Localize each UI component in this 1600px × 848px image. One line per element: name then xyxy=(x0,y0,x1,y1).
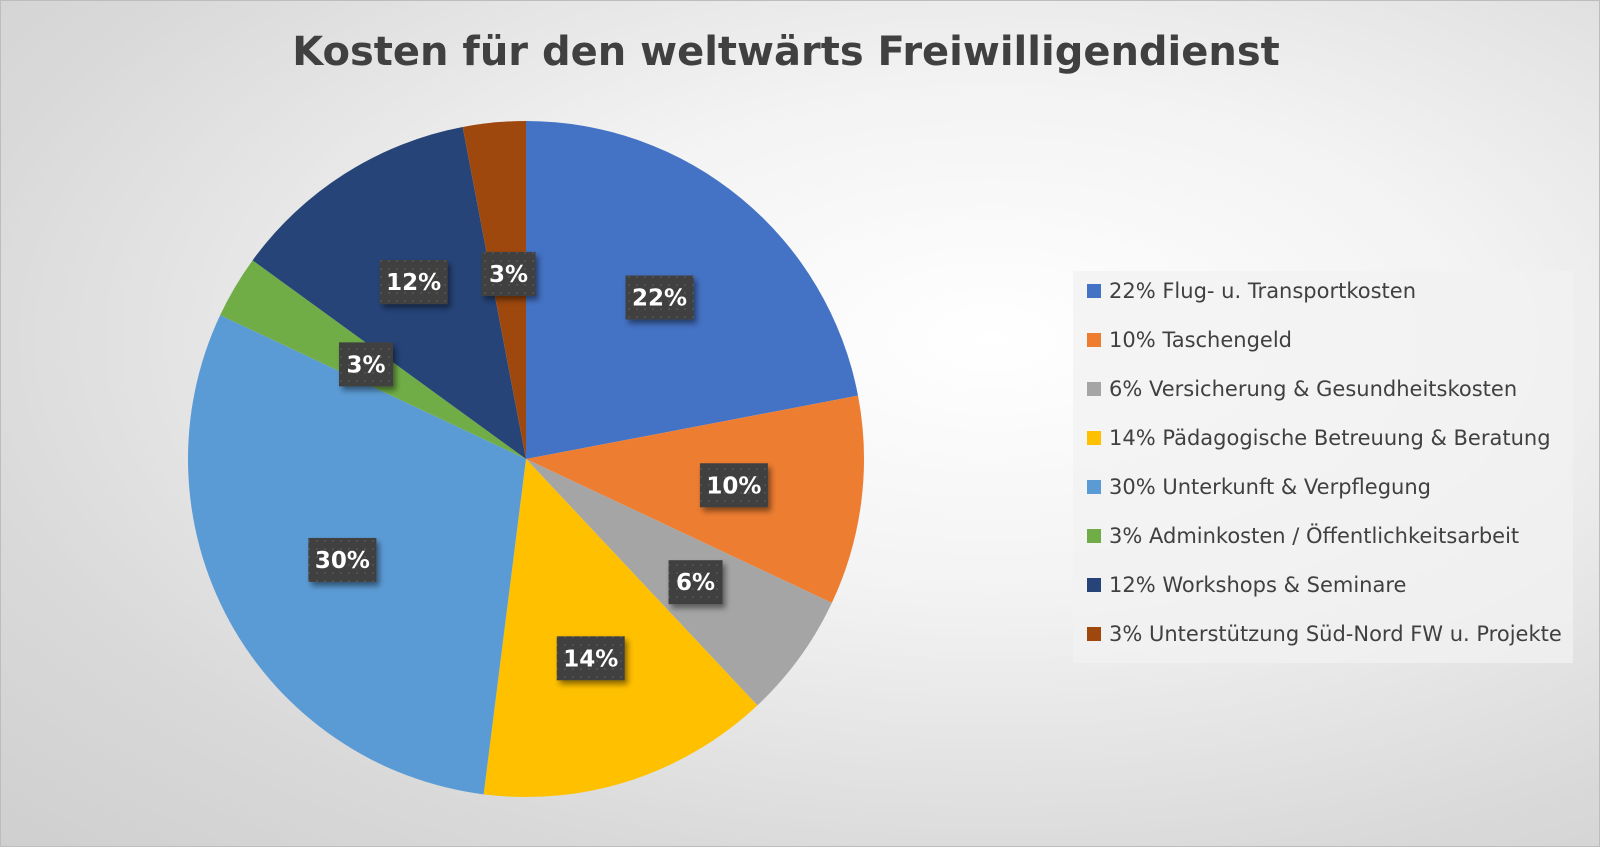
chart-title: Kosten für den weltwärts Freiwilligendie… xyxy=(292,29,1280,75)
data-label: 22% xyxy=(625,275,694,320)
data-label: 6% xyxy=(668,560,723,605)
legend-item: 3% Adminkosten / Öffentlichkeitsarbeit xyxy=(1087,524,1519,548)
legend-label: 3% Unterstützung Süd-Nord FW u. Projekte xyxy=(1109,622,1562,646)
legend-swatch xyxy=(1087,627,1101,641)
data-label-text: 22% xyxy=(632,286,687,312)
legend-swatch xyxy=(1087,284,1101,298)
data-label: 12% xyxy=(379,260,448,305)
data-label-box xyxy=(338,342,393,387)
data-label-box xyxy=(556,636,625,681)
data-label-box xyxy=(699,463,768,508)
data-label: 14% xyxy=(556,636,625,681)
legend-label: 22% Flug- u. Transportkosten xyxy=(1109,279,1417,303)
legend-label: 14% Pädagogische Betreuung & Beratung xyxy=(1109,426,1551,450)
legend-swatch xyxy=(1087,480,1101,494)
data-label-text: 6% xyxy=(676,570,715,596)
pie-slice xyxy=(526,395,864,603)
legend-label: 10% Taschengeld xyxy=(1109,328,1293,352)
data-label-box xyxy=(481,251,536,296)
legend-item: 10% Taschengeld xyxy=(1087,328,1292,352)
legend-swatch xyxy=(1087,382,1101,396)
legend-label: 30% Unterkunft & Verpflegung xyxy=(1109,475,1431,499)
legend-item: 14% Pädagogische Betreuung & Beratung xyxy=(1087,426,1551,450)
data-label-box xyxy=(625,275,694,320)
legend-item: 30% Unterkunft & Verpflegung xyxy=(1087,475,1431,499)
legend-label: 12% Workshops & Seminare xyxy=(1109,573,1407,597)
legend-item: 6% Versicherung & Gesundheitskosten xyxy=(1087,377,1517,401)
legend-swatch xyxy=(1087,431,1101,445)
data-label-text: 3% xyxy=(346,352,385,378)
data-label-text: 14% xyxy=(563,646,618,672)
data-label-box xyxy=(308,537,377,582)
legend-item: 12% Workshops & Seminare xyxy=(1087,573,1406,597)
data-label: 3% xyxy=(481,251,536,296)
data-label-text: 10% xyxy=(706,473,761,499)
data-label-box xyxy=(379,260,448,305)
pie-slice xyxy=(483,459,758,797)
legend-swatch xyxy=(1087,333,1101,347)
data-label-text: 30% xyxy=(315,548,370,574)
legend: 22% Flug- u. Transportkosten 10% Tascheng… xyxy=(1073,271,1573,663)
data-label: 30% xyxy=(308,537,377,582)
legend-item: 22% Flug- u. Transportkosten xyxy=(1087,279,1416,303)
data-label: 10% xyxy=(699,463,768,508)
legend-swatch xyxy=(1087,578,1101,592)
data-label: 3% xyxy=(338,342,393,387)
data-label-text: 12% xyxy=(386,270,441,296)
legend-label: 3% Adminkosten / Öffentlichkeitsarbeit xyxy=(1109,524,1520,548)
legend-label: 6% Versicherung & Gesundheitskosten xyxy=(1109,377,1518,401)
data-label-box xyxy=(668,560,723,605)
legend-swatch xyxy=(1087,529,1101,543)
legend-item: 3% Unterstützung Süd-Nord FW u. Projekte xyxy=(1087,622,1562,646)
data-label-text: 3% xyxy=(489,262,528,288)
